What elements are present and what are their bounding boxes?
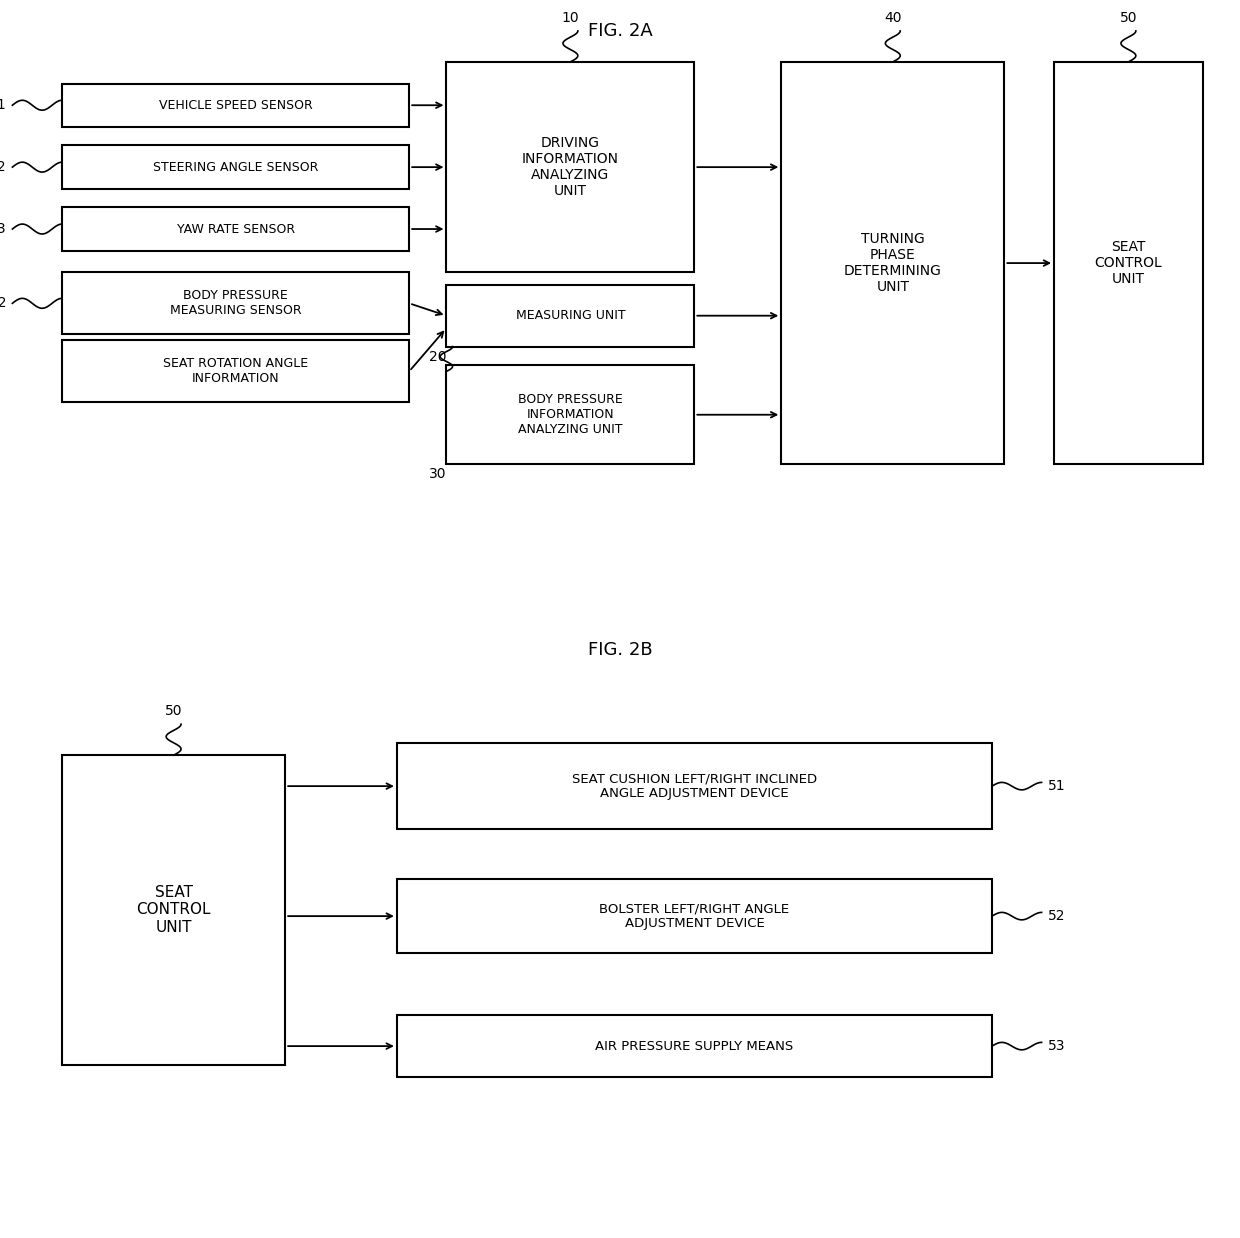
Text: TURNING
PHASE
DETERMINING
UNIT: TURNING PHASE DETERMINING UNIT [844, 232, 941, 295]
Text: 22: 22 [0, 296, 6, 311]
Bar [1054, 62, 1203, 464]
Bar [781, 62, 1004, 464]
Text: 51: 51 [1048, 779, 1065, 794]
Text: 20: 20 [429, 349, 446, 364]
Text: 50: 50 [1120, 11, 1137, 25]
Bar [446, 365, 694, 464]
Text: SEAT CUSHION LEFT/RIGHT INCLINED
ANGLE ADJUSTMENT DEVICE: SEAT CUSHION LEFT/RIGHT INCLINED ANGLE A… [572, 773, 817, 800]
Text: 52: 52 [1048, 909, 1065, 924]
Text: 10: 10 [562, 11, 579, 25]
Bar [62, 84, 409, 126]
Text: 30: 30 [429, 467, 446, 482]
Text: 40: 40 [884, 11, 901, 25]
Bar [397, 879, 992, 953]
Text: SEAT ROTATION ANGLE
INFORMATION: SEAT ROTATION ANGLE INFORMATION [162, 358, 309, 385]
Bar [397, 1015, 992, 1077]
Text: YAW RATE SENSOR: YAW RATE SENSOR [176, 223, 295, 235]
Text: MEASURING UNIT: MEASURING UNIT [516, 310, 625, 322]
Text: BOLSTER LEFT/RIGHT ANGLE
ADJUSTMENT DEVICE: BOLSTER LEFT/RIGHT ANGLE ADJUSTMENT DEVI… [599, 903, 790, 930]
Text: BODY PRESSURE
INFORMATION
ANALYZING UNIT: BODY PRESSURE INFORMATION ANALYZING UNIT [518, 394, 622, 436]
Text: 13: 13 [0, 222, 6, 236]
Bar [446, 62, 694, 272]
Text: SEAT
CONTROL
UNIT: SEAT CONTROL UNIT [1095, 240, 1162, 286]
Bar [62, 146, 409, 188]
Bar [446, 285, 694, 347]
Text: DRIVING
INFORMATION
ANALYZING
UNIT: DRIVING INFORMATION ANALYZING UNIT [522, 136, 619, 198]
Text: 12: 12 [0, 160, 6, 175]
Text: 50: 50 [165, 704, 182, 718]
Text: FIG. 2A: FIG. 2A [588, 22, 652, 40]
Text: SEAT
CONTROL
UNIT: SEAT CONTROL UNIT [136, 885, 211, 935]
Text: 11: 11 [0, 98, 6, 113]
Bar [62, 272, 409, 334]
Text: VEHICLE SPEED SENSOR: VEHICLE SPEED SENSOR [159, 99, 312, 111]
Bar [397, 743, 992, 829]
Text: BODY PRESSURE
MEASURING SENSOR: BODY PRESSURE MEASURING SENSOR [170, 290, 301, 317]
Bar [62, 340, 409, 402]
Bar [62, 755, 285, 1065]
Text: 53: 53 [1048, 1039, 1065, 1054]
Text: STEERING ANGLE SENSOR: STEERING ANGLE SENSOR [153, 161, 319, 173]
Text: AIR PRESSURE SUPPLY MEANS: AIR PRESSURE SUPPLY MEANS [595, 1040, 794, 1052]
Bar [62, 207, 409, 250]
Text: FIG. 2B: FIG. 2B [588, 641, 652, 659]
